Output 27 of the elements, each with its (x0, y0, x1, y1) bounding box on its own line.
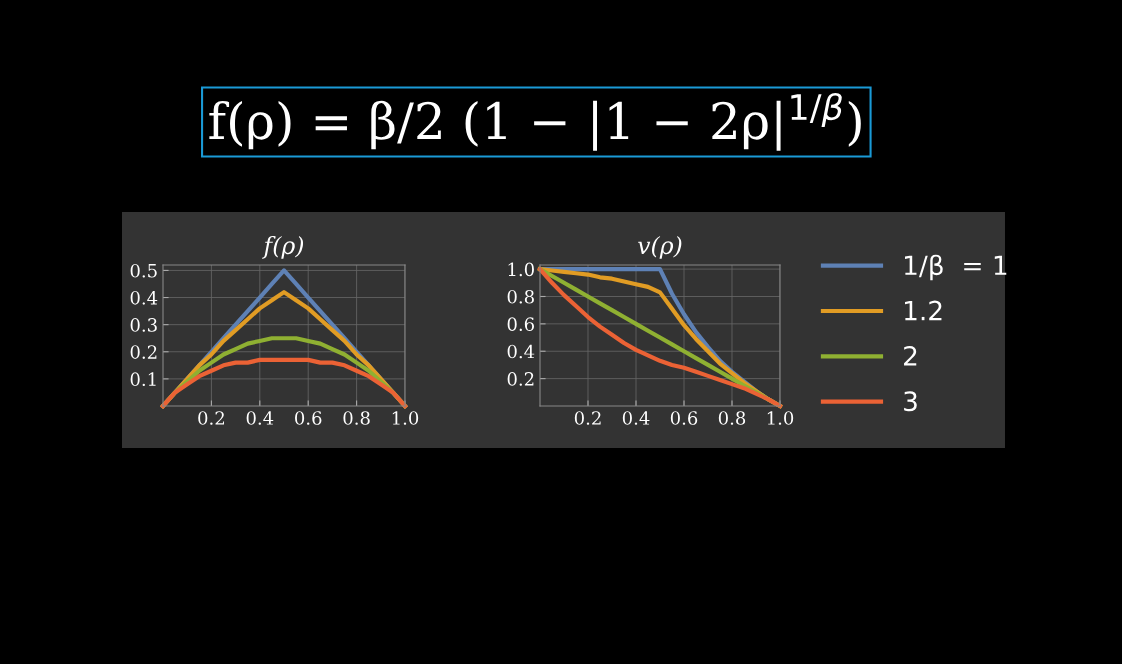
x-tick-label: 0.6 (670, 411, 698, 425)
y-tick-label: 1.0 (508, 262, 534, 277)
y-tick-label: 0.6 (507, 317, 534, 331)
chart-title: f(ρ) (262, 235, 304, 259)
x-tick-label: 0.8 (343, 411, 370, 425)
y-tick-label: 0.5 (130, 263, 157, 278)
x-tick-label: 0.8 (718, 411, 746, 425)
y-tick-label: 0.1 (130, 372, 156, 386)
x-tick-label: 0.2 (198, 411, 224, 425)
y-tick-label: 0.4 (130, 291, 158, 305)
y-tick-label: 0.2 (507, 372, 534, 386)
y-tick-label: 0.3 (130, 318, 157, 332)
y-tick-label: 0.4 (507, 344, 535, 359)
x-tick-label: 0.4 (622, 411, 650, 425)
legend-label: 3 (904, 391, 917, 412)
legend-label: 1/β = 1 (905, 254, 1007, 281)
x-tick-label: 1.0 (392, 411, 419, 425)
y-tick-label: 0.8 (507, 289, 534, 304)
chart-title: v(ρ) (638, 235, 682, 259)
x-tick-label: 0.4 (246, 411, 274, 425)
y-tick-label: 0.2 (130, 345, 157, 359)
text: f(ρ) = β/2 (1 − |1 − 2ρ|$^{1/β}$) (209, 93, 861, 151)
legend-label: 1.2 (905, 300, 942, 321)
x-tick-label: 0.2 (574, 411, 601, 425)
x-tick-label: 1.0 (767, 411, 794, 425)
x-tick-label: 0.6 (295, 411, 322, 425)
legend-label: 2 (904, 345, 917, 366)
